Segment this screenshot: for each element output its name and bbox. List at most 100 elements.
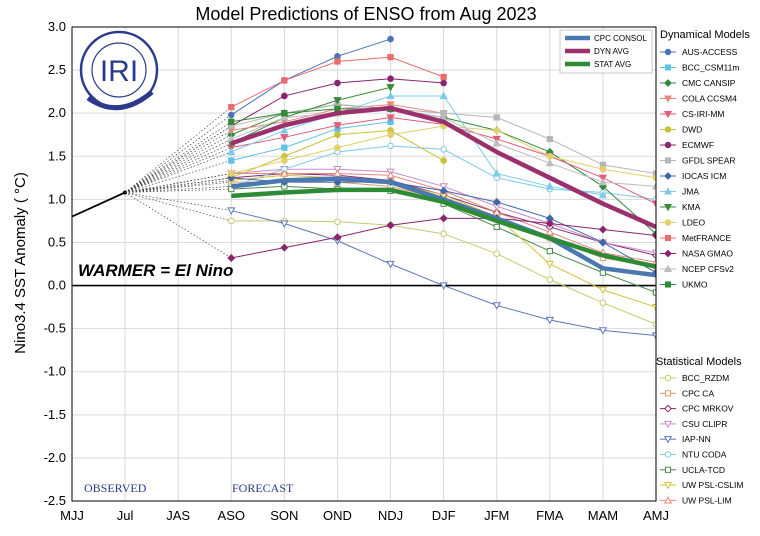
legend-label: BCC_RZDM bbox=[682, 373, 729, 383]
data-point bbox=[545, 260, 554, 269]
data-point bbox=[492, 139, 501, 147]
legend-swatch-marker bbox=[664, 466, 672, 473]
y-tick-label: 0.5 bbox=[48, 234, 66, 249]
y-tick-label: 2.0 bbox=[48, 105, 66, 120]
data-point bbox=[333, 97, 342, 105]
x-tick-label: Jul bbox=[117, 508, 134, 523]
series-line bbox=[231, 95, 603, 196]
data-point bbox=[598, 190, 608, 199]
legend-label: UW PSL-LIM bbox=[682, 495, 732, 505]
legend-swatch-marker bbox=[664, 219, 672, 226]
data-point bbox=[227, 170, 235, 177]
connector-line bbox=[124, 160, 232, 193]
data-point bbox=[280, 243, 289, 252]
data-point bbox=[599, 165, 607, 173]
legend-swatch-marker bbox=[664, 172, 672, 180]
legend-swatch-marker bbox=[664, 451, 672, 458]
data-point bbox=[598, 177, 608, 186]
data-point bbox=[280, 134, 289, 142]
data-point bbox=[227, 253, 236, 262]
legend-label: CPC MRKOV bbox=[682, 404, 734, 414]
data-point bbox=[598, 286, 608, 295]
connector-line bbox=[125, 192, 232, 211]
data-point bbox=[334, 218, 341, 226]
connector-line bbox=[125, 173, 232, 193]
legend-label: COLA CCSM4 bbox=[682, 94, 737, 104]
connector-line bbox=[124, 134, 232, 193]
connector-line bbox=[124, 151, 232, 193]
data-point bbox=[386, 84, 395, 92]
data-point bbox=[387, 142, 394, 150]
data-point bbox=[599, 299, 607, 307]
chart-title: Model Predictions of ENSO from Aug 2023 bbox=[195, 4, 536, 24]
legend-swatch-marker bbox=[664, 48, 672, 56]
legend-swatch-marker bbox=[664, 141, 672, 149]
legend-label: MetFRANCE bbox=[682, 233, 731, 243]
data-point bbox=[440, 73, 447, 81]
data-point bbox=[334, 79, 341, 87]
legend-swatch-marker bbox=[663, 264, 673, 273]
data-point bbox=[651, 231, 656, 240]
x-tick-label: ASO bbox=[218, 508, 245, 523]
data-point bbox=[651, 257, 656, 266]
data-point bbox=[280, 113, 289, 121]
consensus-legend-label: CPC CONSOL bbox=[594, 34, 647, 43]
legend-swatch-marker bbox=[664, 249, 672, 258]
legend-label: NASA GMAO bbox=[682, 249, 733, 259]
data-point bbox=[386, 221, 395, 230]
consensus-line-stat-avg bbox=[231, 187, 656, 269]
data-point bbox=[546, 276, 554, 283]
y-tick-label: 0.0 bbox=[48, 278, 66, 293]
data-point bbox=[492, 197, 501, 206]
data-point bbox=[228, 157, 235, 164]
forecast-annotation: FORECAST bbox=[232, 481, 294, 495]
legend-label: KMA bbox=[682, 202, 701, 212]
legend-swatch-marker bbox=[663, 482, 673, 490]
series-ntu-coda bbox=[125, 142, 656, 203]
series-ncep-cfsv2 bbox=[124, 104, 656, 193]
consensus-legend-label: STAT AVG bbox=[594, 60, 631, 69]
data-point bbox=[546, 135, 553, 143]
x-tick-label: MAM bbox=[588, 508, 618, 523]
legend-swatch-marker bbox=[664, 157, 672, 164]
data-point bbox=[334, 105, 341, 113]
dynamical-legend-header: Dynamical Models bbox=[660, 29, 750, 41]
legend-swatch-marker bbox=[663, 436, 673, 444]
legend-label: CS-IRI-MM bbox=[682, 109, 725, 119]
connector-line bbox=[124, 130, 232, 193]
series-aus-access bbox=[124, 35, 394, 193]
data-point bbox=[493, 127, 501, 134]
legend-label: IOCAS ICM bbox=[682, 171, 726, 181]
consensus-legend-label: DYN AVG bbox=[594, 47, 629, 56]
legend-swatch-marker bbox=[664, 64, 672, 71]
connector-line bbox=[125, 177, 232, 193]
y-tick-label: -2.5 bbox=[44, 493, 66, 508]
data-point bbox=[492, 169, 501, 177]
logo-inner-ring bbox=[91, 42, 147, 98]
data-point bbox=[652, 174, 656, 182]
legend-label: NCEP CFSv2 bbox=[682, 264, 734, 274]
series-nasa-gmao bbox=[124, 192, 656, 262]
legend-label: UCLA-TCD bbox=[682, 465, 725, 475]
connector-line bbox=[125, 180, 232, 193]
legend-swatch-marker bbox=[663, 420, 673, 429]
legend-label: CPC CA bbox=[682, 388, 714, 398]
legend-label: DWD bbox=[682, 125, 702, 135]
x-tick-label: JAS bbox=[166, 508, 190, 523]
data-point bbox=[651, 332, 656, 340]
data-point bbox=[493, 250, 501, 257]
data-point bbox=[334, 144, 341, 151]
data-point bbox=[281, 144, 288, 151]
data-point bbox=[386, 114, 395, 122]
data-point bbox=[281, 110, 288, 117]
data-point bbox=[280, 126, 289, 134]
observed-annotation: OBSERVED bbox=[84, 481, 147, 495]
data-point bbox=[545, 219, 554, 228]
y-tick-label: 2.5 bbox=[48, 62, 66, 77]
legend-label: BCC_CSM11m bbox=[682, 63, 739, 73]
logo-text: IRI bbox=[100, 55, 138, 88]
data-point bbox=[280, 220, 289, 228]
data-point bbox=[545, 316, 554, 325]
data-point bbox=[334, 131, 341, 139]
y-tick-label: -0.5 bbox=[44, 321, 66, 336]
